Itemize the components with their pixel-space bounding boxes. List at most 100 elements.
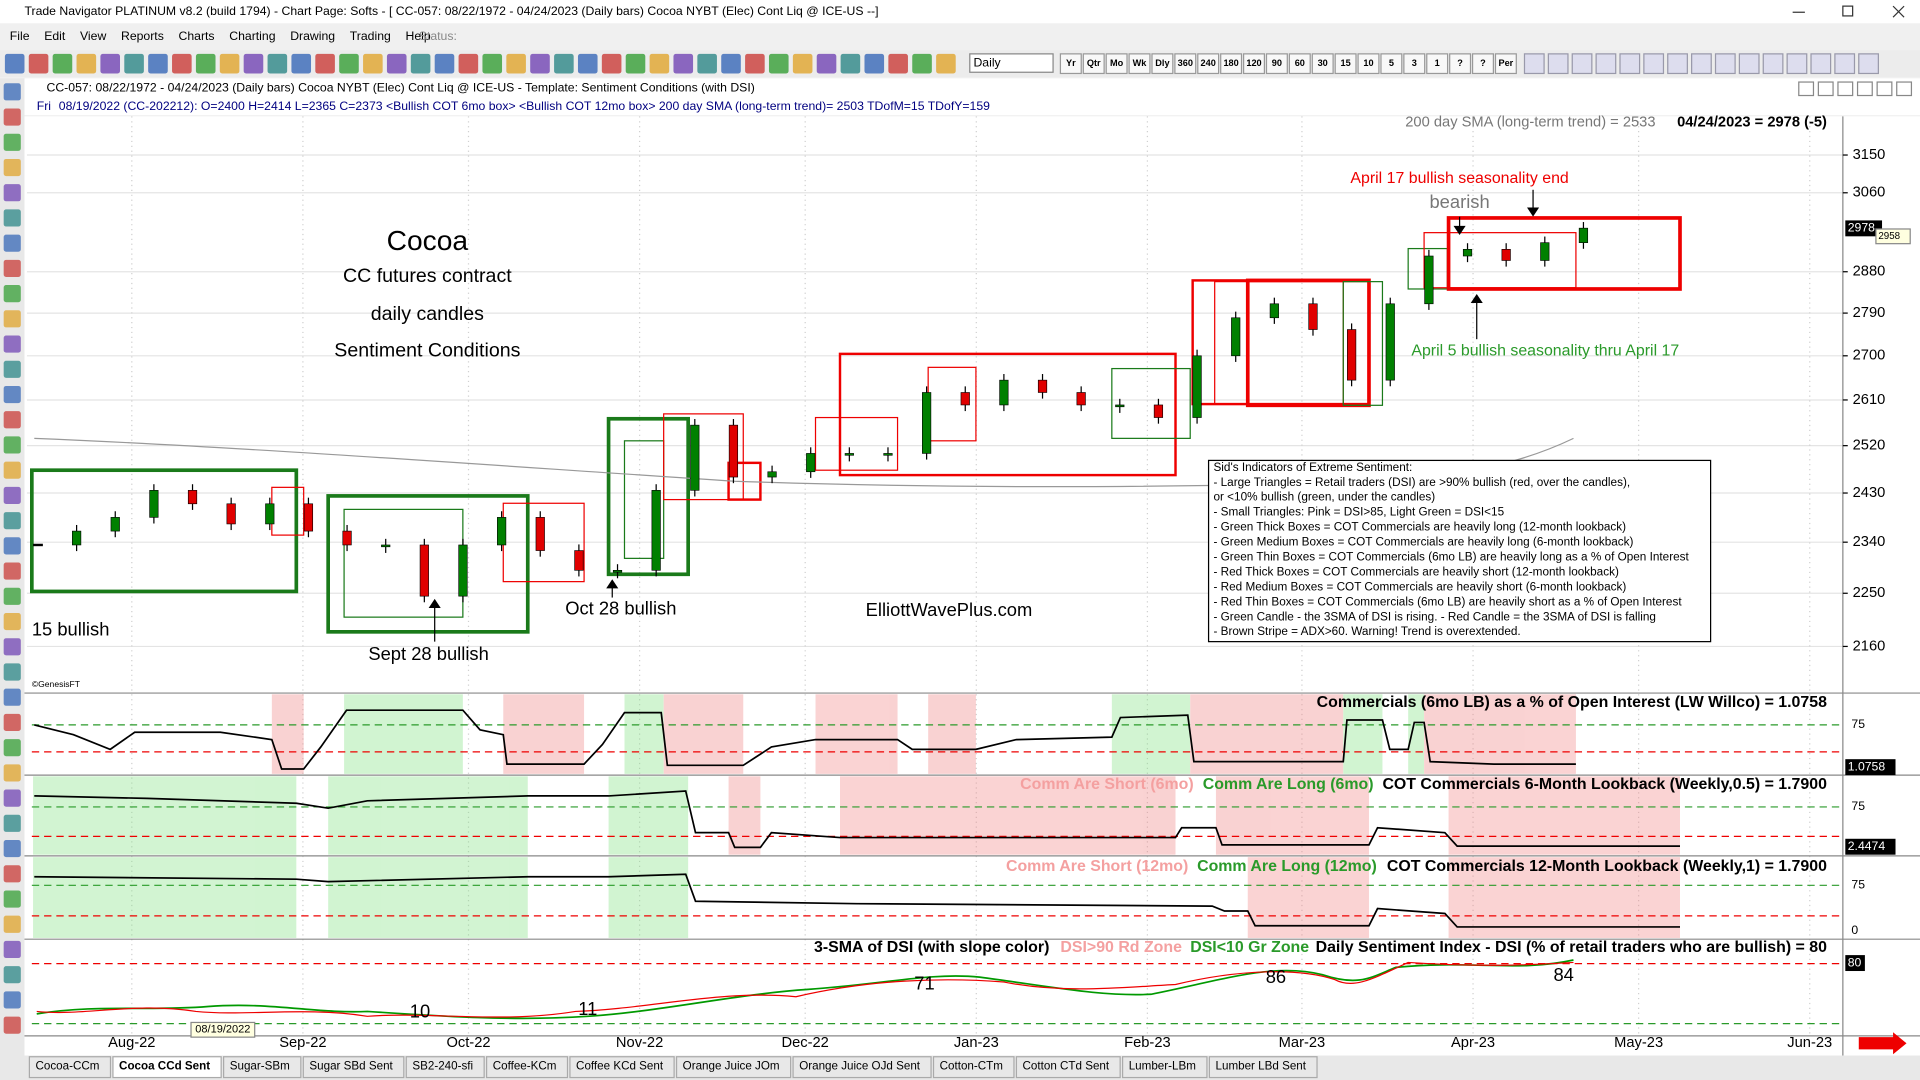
tab-label[interactable]: Lumber-LBm [1129, 1060, 1196, 1073]
side-icon[interactable] [3, 486, 21, 504]
side-icon[interactable] [3, 133, 21, 151]
window-controls[interactable] [1792, 5, 1905, 18]
toolbar-icon[interactable] [267, 53, 288, 74]
toolbar-icon[interactable] [1619, 53, 1641, 75]
toolbar-icon[interactable] [363, 53, 383, 74]
toolbar-button[interactable] [1105, 53, 1128, 75]
tab-label[interactable]: Coffee KCd Sent [576, 1060, 664, 1073]
side-icon[interactable] [3, 436, 21, 454]
toolbar-icon[interactable] [100, 53, 120, 74]
side-icon[interactable] [3, 209, 21, 227]
side-icon[interactable] [3, 663, 21, 681]
side-icon[interactable] [3, 537, 21, 555]
toolbar-icon[interactable] [172, 53, 192, 74]
toolbar-icon[interactable] [768, 53, 789, 74]
toolbar-icon[interactable] [315, 53, 335, 74]
side-icon[interactable] [3, 234, 21, 252]
tab[interactable] [792, 1056, 932, 1079]
side-icon[interactable] [3, 814, 21, 832]
scroll-arrow[interactable] [1858, 1032, 1907, 1055]
toolbar-button[interactable] [1449, 53, 1472, 75]
side-icon[interactable] [3, 158, 21, 177]
toolbar-icon[interactable] [28, 53, 49, 74]
tab-label[interactable]: Cotton-CTm [940, 1060, 1003, 1073]
toolbar-icon[interactable] [1762, 53, 1784, 75]
tab-label[interactable]: Orange Juice OJd Sent [799, 1060, 921, 1073]
toolbar-button[interactable] [1380, 53, 1403, 75]
toolbar-icon[interactable] [649, 53, 670, 74]
side-icon[interactable] [3, 764, 21, 782]
toolbar-icon[interactable] [530, 53, 550, 74]
toolbar-icon[interactable] [840, 53, 861, 74]
toolbar-button[interactable] [1059, 53, 1082, 75]
side-icon[interactable] [3, 587, 21, 605]
toolbar-icon[interactable] [1691, 53, 1712, 75]
toolbar-icon[interactable] [697, 53, 717, 74]
side-icon[interactable] [3, 612, 21, 631]
toolbar-button[interactable] [1242, 53, 1266, 75]
side-icon[interactable] [3, 915, 21, 933]
side-icon[interactable] [3, 385, 21, 404]
header-buttons[interactable] [1798, 81, 1913, 97]
toolbar-icon[interactable] [1714, 53, 1736, 75]
menu-item[interactable]: View [80, 29, 106, 43]
toolbar-icon[interactable] [148, 53, 168, 74]
toolbar-icon[interactable] [816, 53, 837, 74]
side-icon[interactable] [3, 108, 21, 126]
toolbar-icon[interactable] [1667, 53, 1688, 75]
toolbar-icon[interactable] [912, 53, 932, 74]
toolbar-icon[interactable] [219, 53, 240, 74]
tab[interactable] [222, 1056, 302, 1079]
tab-label[interactable]: Coffee-KCm [493, 1060, 557, 1073]
toolbar-icon[interactable] [1738, 53, 1760, 75]
tab-label[interactable]: Cotton CTd Sent [1023, 1060, 1110, 1073]
side-icon[interactable] [3, 562, 21, 580]
toolbar-button[interactable] [1357, 53, 1380, 75]
toolbar-button[interactable] [1471, 53, 1494, 75]
tab-label[interactable]: Cocoa-CCm [36, 1060, 100, 1073]
side-icon[interactable] [3, 991, 21, 1009]
tab[interactable] [675, 1056, 792, 1079]
toolbar-icon[interactable] [458, 53, 479, 74]
toolbar-button[interactable] [1174, 53, 1197, 75]
toolbar-button[interactable] [1082, 53, 1105, 75]
menu-item[interactable]: Help [406, 29, 431, 43]
toolbar-icon[interactable] [1810, 53, 1832, 75]
toolbar-icon[interactable] [745, 53, 765, 74]
side-icon[interactable] [3, 638, 21, 656]
side-icon[interactable] [3, 688, 21, 706]
side-icon[interactable] [3, 966, 21, 984]
interval-select[interactable] [969, 53, 1054, 73]
toolbar-button[interactable] [1151, 53, 1174, 75]
tab-label[interactable]: Sugar-SBm [230, 1060, 290, 1073]
toolbar-icon[interactable] [124, 53, 144, 74]
toolbar-icon[interactable] [792, 53, 813, 74]
toolbar-icon[interactable] [936, 53, 956, 74]
toolbar-button[interactable] [1311, 53, 1334, 75]
side-icon[interactable] [3, 411, 21, 429]
side-icon[interactable] [3, 1016, 21, 1034]
tab[interactable] [112, 1056, 222, 1079]
tab[interactable] [485, 1056, 569, 1079]
tab[interactable] [1015, 1056, 1121, 1079]
menu-item[interactable]: Charts [179, 29, 215, 43]
toolbar-icon[interactable] [554, 53, 574, 74]
toolbar-button[interactable] [1128, 53, 1151, 75]
tab[interactable] [405, 1056, 485, 1079]
tab-label[interactable]: Lumber LBd Sent [1216, 1060, 1307, 1073]
tab[interactable] [932, 1056, 1015, 1079]
toolbar-icon[interactable] [1571, 53, 1593, 75]
toolbar-icon[interactable] [243, 53, 264, 74]
side-icon[interactable] [3, 890, 21, 908]
side-icon[interactable] [3, 335, 21, 353]
toolbar-icon[interactable] [1643, 53, 1665, 75]
menu-item[interactable]: Reports [121, 29, 164, 43]
tab-label[interactable]: SB2-240-sfi [412, 1060, 473, 1073]
side-icon[interactable] [3, 940, 21, 959]
toolbar-icon[interactable] [888, 53, 908, 74]
side-icon[interactable] [3, 83, 21, 101]
toolbar-button[interactable] [1265, 53, 1288, 75]
toolbar-icon[interactable] [1834, 53, 1856, 75]
toolbar-icon[interactable] [76, 53, 97, 74]
toolbar-icon[interactable] [339, 53, 359, 74]
